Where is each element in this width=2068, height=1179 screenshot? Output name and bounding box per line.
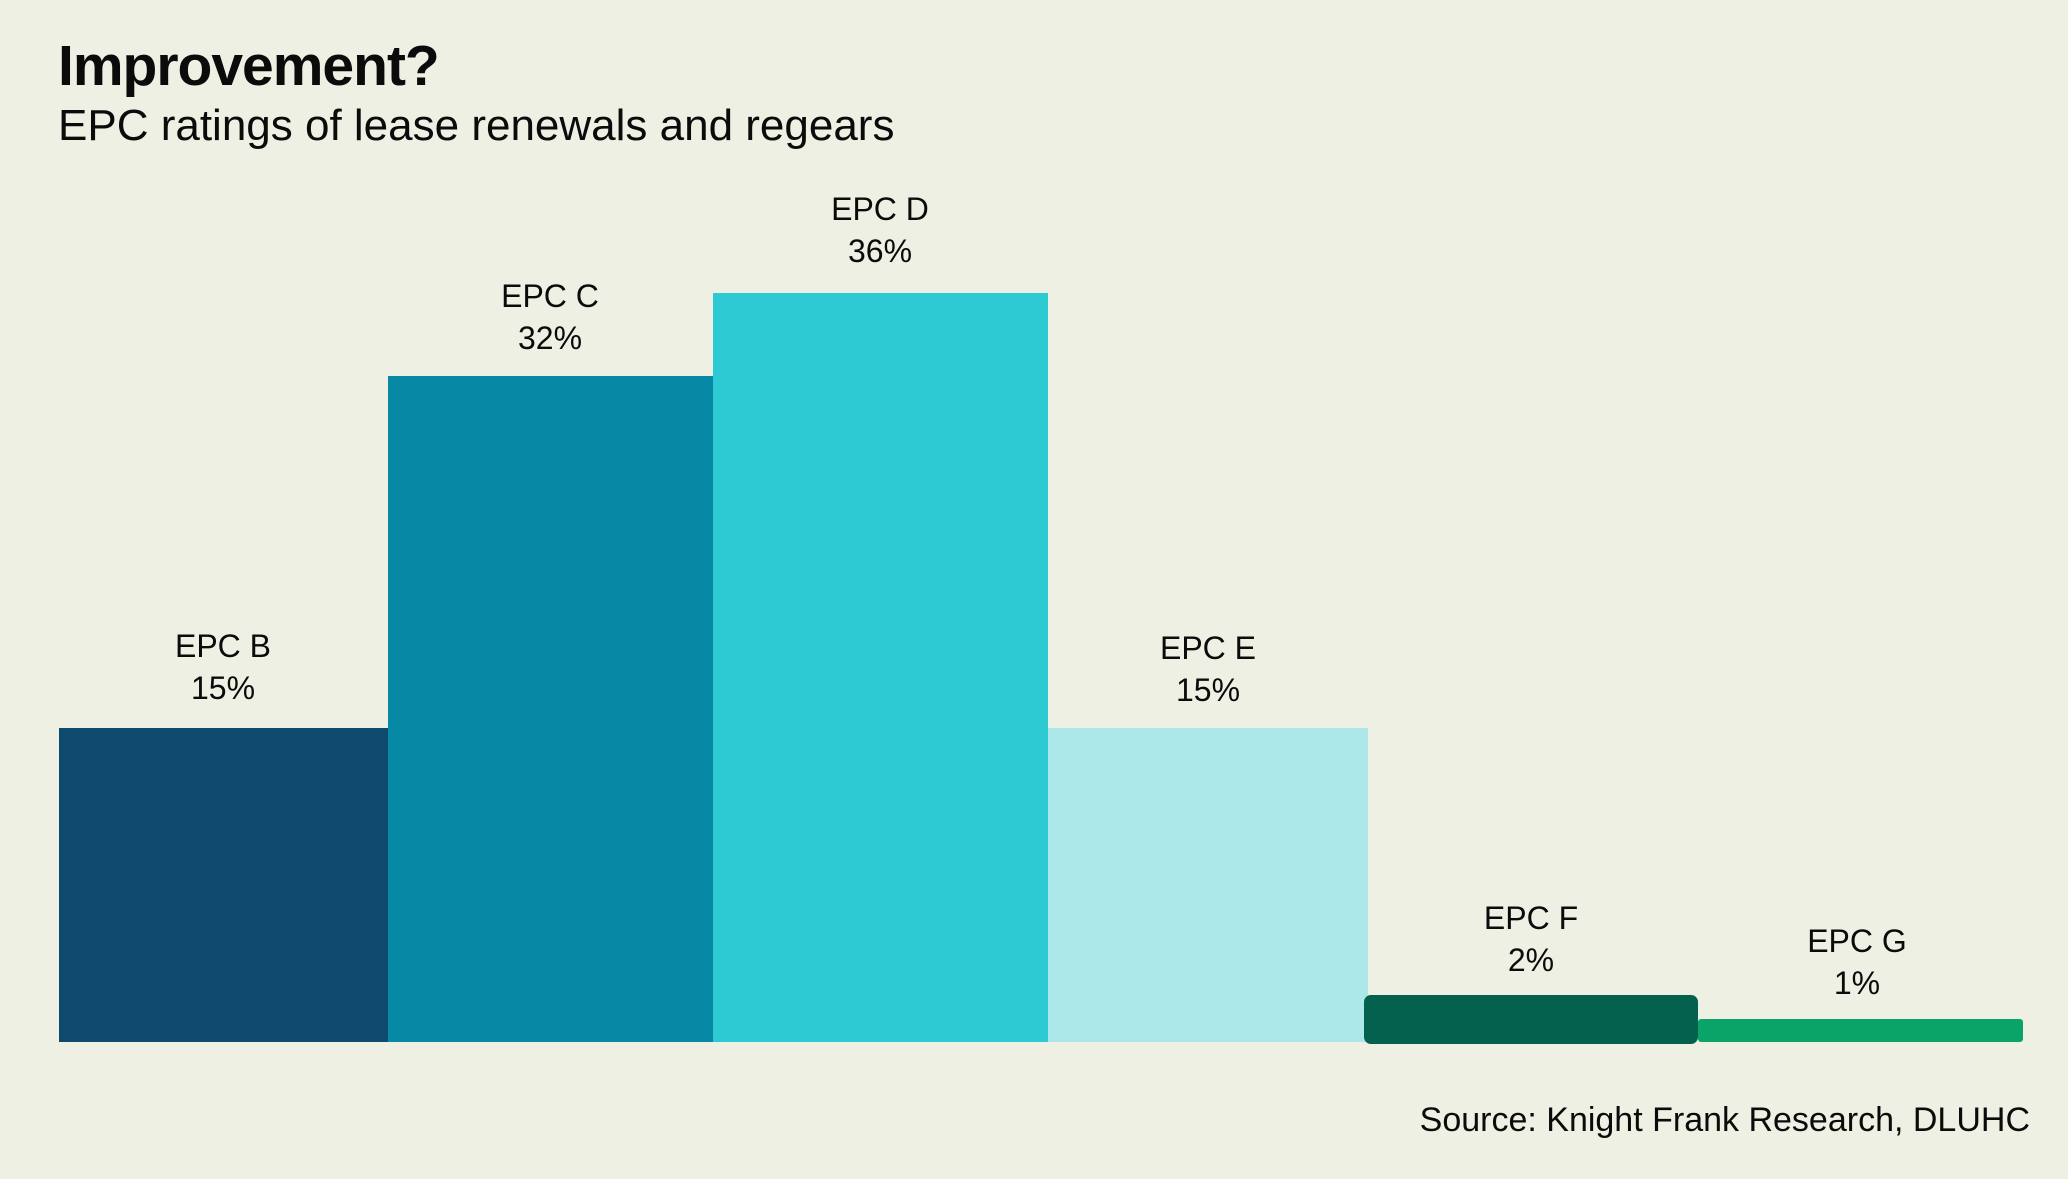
bar-label-category: EPC C (501, 278, 599, 314)
bar-label-value: 15% (1175, 672, 1241, 708)
bar-epc-e (1048, 728, 1368, 1042)
bar-label-value: 2% (1507, 942, 1555, 978)
bar-label-value: 1% (1833, 965, 1881, 1001)
bar-epc-d (713, 293, 1048, 1042)
bar-epc-f (1364, 995, 1698, 1044)
source-note: Source: Knight Frank Research, DLUHC (1419, 1101, 2030, 1139)
bar-epc-g (1698, 1019, 2023, 1042)
bar-label-category: EPC F (1483, 900, 1579, 936)
bar-label-epc-g: EPC G 1% (1697, 920, 2017, 1004)
bar-label-epc-f: EPC F 2% (1371, 897, 1691, 981)
bar-epc-b (59, 728, 388, 1042)
bar-label-epc-b: EPC B 15% (63, 625, 383, 709)
bar-label-value: 36% (847, 233, 913, 269)
chart-title: Improvement? (58, 34, 440, 98)
bar-label-epc-e: EPC E 15% (1048, 627, 1368, 711)
bar-epc-c (388, 376, 713, 1042)
chart-subtitle: EPC ratings of lease renewals and regear… (58, 101, 895, 150)
bar-label-value: 32% (517, 320, 583, 356)
bar-label-category: EPC E (1159, 630, 1257, 666)
bar-label-category: EPC G (1807, 923, 1907, 959)
bar-label-epc-d: EPC D 36% (720, 188, 1040, 272)
bar-label-category: EPC B (174, 628, 272, 664)
bar-label-epc-c: EPC C 32% (390, 275, 710, 359)
bar-label-category: EPC D (831, 191, 929, 227)
bar-label-value: 15% (190, 670, 256, 706)
